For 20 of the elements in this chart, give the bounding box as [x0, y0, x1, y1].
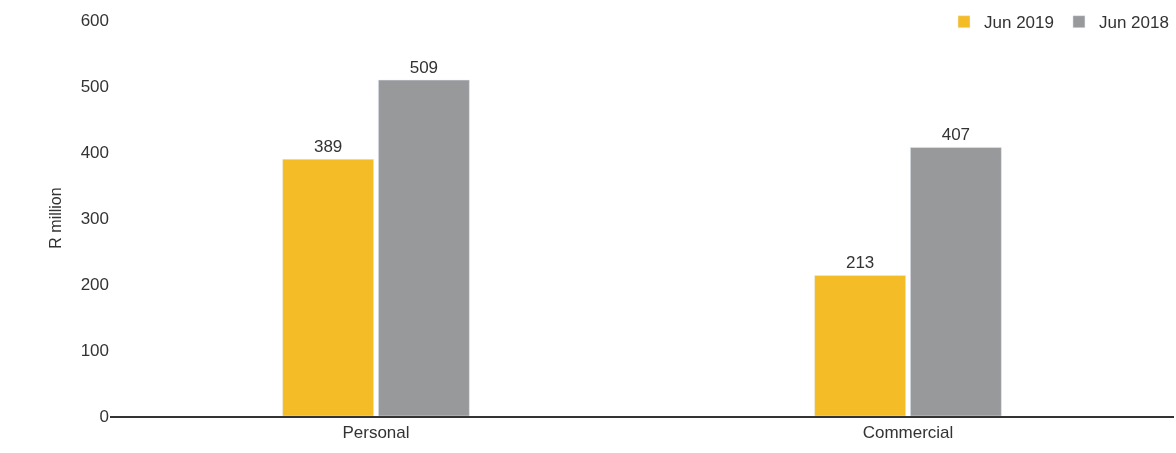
data-label: 509	[409, 58, 439, 78]
x-tick-label: Commercial	[862, 423, 954, 443]
legend-label: Jun 2019	[984, 13, 1054, 33]
legend-label: Jun 2018	[1098, 13, 1169, 33]
y-tick-label: 300	[80, 208, 109, 228]
data-label: 407	[941, 125, 971, 145]
bar	[282, 159, 374, 416]
y-tick-label: 400	[80, 142, 109, 162]
y-tick-label: 200	[80, 274, 109, 294]
bar	[814, 275, 906, 416]
bar	[910, 147, 1002, 416]
data-label: 389	[313, 137, 343, 157]
x-tick-label: Personal	[342, 423, 410, 443]
y-tick-label: 100	[80, 340, 109, 360]
bar	[378, 79, 470, 416]
y-tick-label: 0	[99, 406, 109, 426]
y-tick-label: 600	[80, 10, 109, 30]
y-axis-title: R million	[46, 187, 64, 249]
y-tick-label: 500	[80, 76, 109, 96]
data-label: 213	[845, 253, 875, 273]
